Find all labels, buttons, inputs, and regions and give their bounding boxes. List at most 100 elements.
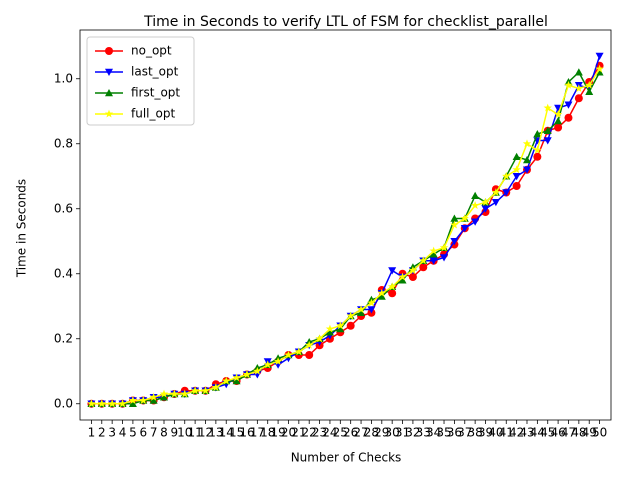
x-tick-label: 22 xyxy=(302,426,317,440)
x-tick-label: 36 xyxy=(447,426,462,440)
x-tick-label: 2 xyxy=(98,426,106,440)
plot-frame xyxy=(79,29,612,421)
x-tick-label: 42 xyxy=(509,426,524,440)
data-point xyxy=(533,145,542,154)
x-tick-label: 20 xyxy=(281,426,296,440)
chart-title: Time in Seconds to verify LTL of FSM for… xyxy=(143,14,548,30)
data-point xyxy=(481,197,490,206)
y-tick-label: 1.0 xyxy=(54,71,73,85)
data-point xyxy=(128,399,137,407)
data-point xyxy=(160,393,169,401)
data-point xyxy=(273,357,283,366)
x-tick-label: 26 xyxy=(343,426,358,440)
x-tick-label: 48 xyxy=(571,426,586,440)
data-point xyxy=(346,311,355,320)
data-point xyxy=(232,377,241,385)
legend-marker xyxy=(105,89,113,97)
data-point xyxy=(336,321,345,330)
data-point xyxy=(595,52,604,60)
data-point xyxy=(294,347,304,356)
x-tick-label: 1 xyxy=(88,426,96,440)
data-point xyxy=(367,306,376,314)
x-tick-label: 24 xyxy=(322,426,337,440)
data-point xyxy=(554,104,563,112)
data-point xyxy=(97,399,106,408)
data-point xyxy=(460,225,469,233)
data-point xyxy=(356,305,366,314)
data-point xyxy=(419,256,428,265)
data-point xyxy=(450,238,459,246)
x-tick-label: 31 xyxy=(395,426,410,440)
data-point xyxy=(471,218,480,226)
data-point xyxy=(554,123,563,132)
x-tick-label: 38 xyxy=(467,426,482,440)
data-point xyxy=(201,386,210,395)
data-point xyxy=(512,165,521,174)
data-point xyxy=(585,87,594,95)
x-tick-label: 14 xyxy=(219,426,234,440)
x-tick-label: 25 xyxy=(333,426,348,440)
data-point xyxy=(336,325,345,333)
x-tick-label: 29 xyxy=(374,426,389,440)
data-point xyxy=(460,214,469,223)
x-tick-label: 41 xyxy=(499,426,514,440)
data-point xyxy=(585,80,594,89)
x-tick-label: 12 xyxy=(198,426,213,440)
legend-marker xyxy=(105,68,113,76)
y-tick-label: 0.8 xyxy=(54,136,73,150)
x-tick-label: 6 xyxy=(139,426,147,440)
x-tick-label: 23 xyxy=(312,426,327,440)
legend-label: full_opt xyxy=(131,107,175,121)
data-point xyxy=(574,84,584,93)
x-tick-label: 28 xyxy=(364,426,379,440)
data-point xyxy=(491,199,500,207)
data-point xyxy=(564,101,573,109)
x-tick-label: 47 xyxy=(561,426,576,440)
data-point xyxy=(346,321,355,330)
data-point xyxy=(419,263,428,272)
legend-label: last_opt xyxy=(131,65,179,79)
data-point xyxy=(512,152,521,160)
x-tick-label: 39 xyxy=(478,426,493,440)
x-tick-label: 9 xyxy=(171,426,179,440)
data-point xyxy=(139,396,148,405)
x-tick-label: 7 xyxy=(150,426,158,440)
legend-label: first_opt xyxy=(131,86,180,100)
data-point xyxy=(325,328,334,336)
legend-marker xyxy=(104,109,114,118)
data-point xyxy=(128,396,138,405)
data-point xyxy=(408,273,417,281)
x-tick-label: 50 xyxy=(592,426,607,440)
data-point xyxy=(180,389,189,398)
x-tick-label: 49 xyxy=(582,426,597,440)
data-point xyxy=(315,334,324,343)
x-tick-label: 15 xyxy=(229,426,244,440)
x-tick-label: 21 xyxy=(291,426,306,440)
data-point xyxy=(502,171,511,180)
data-point xyxy=(87,399,96,408)
data-point xyxy=(574,68,583,76)
x-tick-label: 17 xyxy=(250,426,265,440)
x-tick-label: 11 xyxy=(187,426,202,440)
data-point xyxy=(149,396,158,404)
data-point xyxy=(284,350,293,359)
x-tick-label: 46 xyxy=(550,426,565,440)
data-point xyxy=(408,266,418,275)
data-point xyxy=(118,399,127,408)
data-point xyxy=(398,272,407,281)
data-point xyxy=(574,94,583,103)
x-tick-label: 18 xyxy=(260,426,275,440)
data-point xyxy=(522,139,532,148)
data-point xyxy=(429,246,438,255)
data-point xyxy=(242,370,252,379)
data-point xyxy=(522,166,531,174)
data-point xyxy=(450,214,459,222)
data-point xyxy=(553,110,563,119)
data-point xyxy=(107,399,117,408)
x-tick-label: 3 xyxy=(108,426,116,440)
data-point xyxy=(481,205,490,213)
data-point xyxy=(149,392,158,401)
data-point xyxy=(543,103,552,112)
y-tick-label: 0.4 xyxy=(54,266,73,280)
data-point xyxy=(595,68,604,76)
